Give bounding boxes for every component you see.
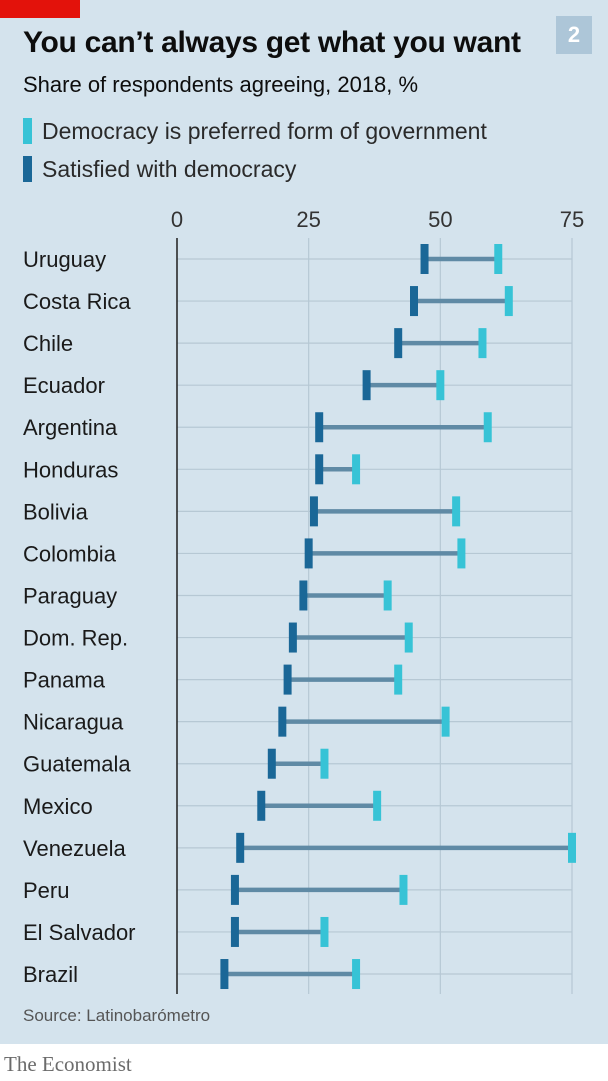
legend-item-preferred: Democracy is preferred form of governmen… xyxy=(23,116,487,146)
marker-satisfied xyxy=(420,244,429,274)
marker-satisfied xyxy=(236,832,245,863)
marker-satisfied xyxy=(278,706,287,737)
country-label: Uruguay xyxy=(23,247,106,272)
marker-satisfied xyxy=(283,664,292,695)
chart-subtitle: Share of respondents agreeing, 2018, % xyxy=(23,72,419,97)
country-label: Guatemala xyxy=(23,752,131,777)
country-label: Peru xyxy=(23,878,69,903)
country-label: Paraguay xyxy=(23,583,117,608)
marker-democracy-preferred xyxy=(478,328,487,359)
country-label: Dom. Rep. xyxy=(23,626,128,651)
dumbbell-chart: 0 25 50 75 Uruguay Costa Rica Chile Ecuador Arge… xyxy=(23,207,584,995)
chart-number-badge: 2 xyxy=(556,16,592,54)
x-tick-label: 0 xyxy=(171,207,183,232)
marker-democracy-preferred xyxy=(404,622,413,653)
marker-democracy-preferred xyxy=(457,538,466,569)
marker-satisfied xyxy=(257,790,266,821)
marker-satisfied xyxy=(309,496,318,527)
marker-satisfied xyxy=(394,328,403,359)
country-label: Venezuela xyxy=(23,836,127,861)
marker-democracy-preferred xyxy=(383,580,392,611)
marker-democracy-preferred xyxy=(441,706,450,737)
marker-democracy-preferred xyxy=(494,244,503,274)
country-label: Bolivia xyxy=(23,499,89,524)
country-label: Mexico xyxy=(23,794,93,819)
marker-democracy-preferred xyxy=(436,370,445,401)
chart-title: You can’t always get what you want xyxy=(23,26,521,59)
marker-democracy-preferred xyxy=(452,496,461,527)
legend-item-satisfied: Satisfied with democracy xyxy=(23,154,296,184)
country-label: Costa Rica xyxy=(23,289,131,314)
country-label: Argentina xyxy=(23,415,118,440)
country-label: Ecuador xyxy=(23,373,105,398)
marker-satisfied xyxy=(304,538,313,569)
marker-satisfied xyxy=(220,959,229,990)
x-tick-label: 75 xyxy=(560,207,584,232)
marker-satisfied xyxy=(315,412,324,443)
country-label: Colombia xyxy=(23,541,117,566)
marker-satisfied xyxy=(362,370,371,401)
marker-satisfied xyxy=(230,916,239,947)
x-tick-label: 25 xyxy=(296,207,320,232)
marker-democracy-preferred xyxy=(483,412,492,443)
marker-democracy-preferred xyxy=(320,748,329,779)
marker-democracy-preferred xyxy=(352,454,361,485)
country-label: Brazil xyxy=(23,962,78,987)
marker-democracy-preferred xyxy=(352,959,361,990)
marker-satisfied xyxy=(299,580,308,611)
country-label: El Salvador xyxy=(23,920,136,945)
marker-satisfied xyxy=(230,874,239,905)
marker-satisfied xyxy=(288,622,297,653)
legend-label-preferred: Democracy is preferred form of governmen… xyxy=(42,117,487,144)
marker-satisfied xyxy=(410,286,418,317)
economist-logo: The Economist xyxy=(4,1052,132,1076)
marker-democracy-preferred xyxy=(320,916,329,947)
country-label: Panama xyxy=(23,668,106,693)
country-label: Nicaragua xyxy=(23,710,124,735)
legend-swatch-preferred xyxy=(23,118,32,144)
country-label: Chile xyxy=(23,331,73,356)
marker-democracy-preferred xyxy=(568,832,576,863)
legend-swatch-satisfied xyxy=(23,156,32,182)
legend-label-satisfied: Satisfied with democracy xyxy=(42,155,297,182)
brand-red-tag xyxy=(0,0,80,18)
marker-satisfied xyxy=(267,748,276,779)
chart-panel xyxy=(0,0,608,1044)
x-tick-label: 50 xyxy=(428,207,452,232)
country-label: Honduras xyxy=(23,457,118,482)
marker-democracy-preferred xyxy=(399,874,408,905)
marker-democracy-preferred xyxy=(504,286,513,317)
marker-satisfied xyxy=(315,454,324,485)
marker-democracy-preferred xyxy=(373,790,382,821)
source-note: Source: Latinobarómetro xyxy=(23,1006,211,1025)
marker-democracy-preferred xyxy=(394,664,403,695)
